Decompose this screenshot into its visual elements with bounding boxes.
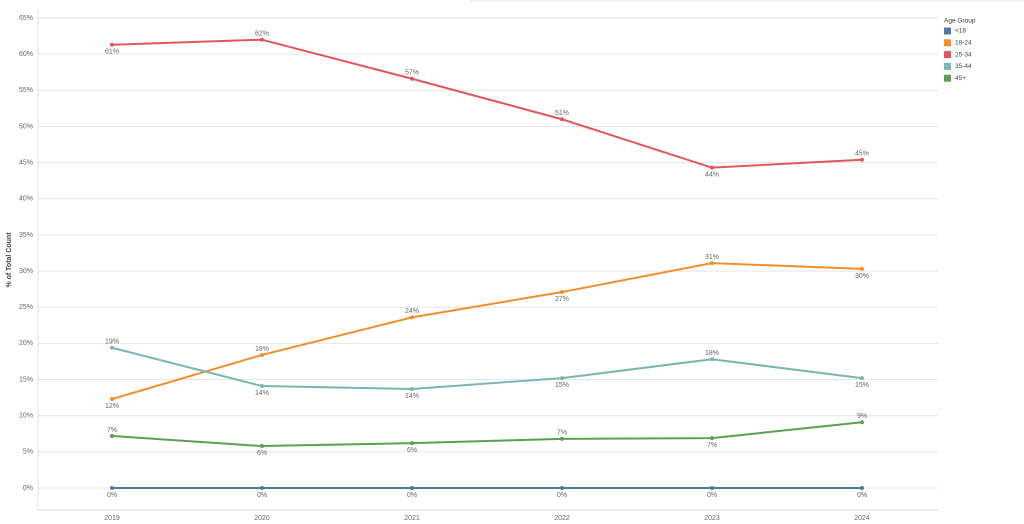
series-line: [111, 262, 863, 401]
data-label: 31%: [705, 254, 719, 261]
data-point: [860, 157, 864, 162]
data-label: 61%: [105, 49, 119, 56]
data-label: 9%: [857, 413, 867, 420]
data-label: 15%: [555, 382, 569, 389]
series-line: [111, 346, 863, 390]
data-label: 0%: [707, 492, 717, 499]
data-point: [710, 486, 714, 490]
x-tick-label: 2023: [704, 515, 720, 522]
data-label: 14%: [405, 393, 419, 400]
data-point: [710, 165, 714, 170]
data-label: 62%: [255, 31, 269, 38]
legend-label: <18: [955, 28, 966, 35]
data-label: 19%: [105, 339, 119, 346]
data-label: 0%: [857, 492, 867, 499]
data-label: 30%: [855, 273, 869, 280]
data-point: [110, 42, 114, 47]
data-point: [410, 441, 414, 446]
y-tick-label: 50%: [19, 123, 33, 130]
y-tick-label: 60%: [19, 51, 33, 58]
y-tick-label: 55%: [19, 87, 33, 94]
data-point: [260, 384, 264, 389]
legend-label: 25-34: [955, 51, 972, 58]
x-tick-label: 2022: [554, 515, 570, 522]
data-point: [260, 352, 264, 357]
data-label: 15%: [855, 382, 869, 389]
legend-swatch: [944, 51, 951, 59]
data-point: [260, 37, 264, 42]
data-label: 24%: [405, 308, 419, 315]
y-tick-label: 5%: [23, 449, 33, 456]
legend-title: Age Group: [944, 18, 976, 25]
data-label: 0%: [257, 492, 267, 499]
data-label: 7%: [557, 430, 567, 437]
y-tick-label: 20%: [19, 340, 33, 347]
data-point: [860, 420, 864, 425]
y-tick-label: 30%: [19, 268, 33, 275]
data-point: [560, 117, 564, 122]
y-axis-title: % of Total Count: [6, 232, 13, 288]
data-label: 7%: [707, 442, 717, 449]
data-point: [710, 261, 714, 266]
data-point: [860, 266, 864, 271]
series-line: [111, 421, 863, 448]
data-point: [410, 486, 414, 490]
data-point: [710, 436, 714, 441]
data-label: 51%: [555, 110, 569, 117]
data-label: 6%: [407, 447, 417, 454]
x-tick-label: 2020: [254, 515, 270, 522]
data-point: [110, 433, 114, 438]
data-point: [560, 486, 564, 490]
y-tick-label: 10%: [19, 413, 33, 420]
y-tick-label: 0%: [23, 485, 33, 492]
legend-label: 45+: [955, 75, 966, 82]
x-tick-label: 2019: [104, 515, 120, 522]
legend-swatch: [944, 62, 951, 70]
data-label: 18%: [705, 350, 719, 357]
data-label: 7%: [107, 427, 117, 434]
data-label: 57%: [405, 70, 419, 77]
data-point: [560, 436, 564, 441]
data-label: 0%: [557, 492, 567, 499]
data-point: [110, 397, 114, 402]
data-point: [410, 315, 414, 320]
y-tick-label: 25%: [19, 304, 33, 311]
x-tick-label: 2024: [854, 515, 870, 522]
y-tick-label: 15%: [19, 376, 33, 383]
y-tick-label: 40%: [19, 196, 33, 203]
y-tick-label: 65%: [19, 15, 33, 22]
legend-swatch: [944, 39, 951, 47]
data-point: [560, 376, 564, 381]
data-label: 0%: [407, 492, 417, 499]
data-point: [110, 486, 114, 490]
series-line: [111, 38, 863, 169]
y-tick-label: 35%: [19, 232, 33, 239]
legend-label: 35-44: [955, 63, 972, 70]
data-point: [260, 486, 264, 490]
x-tick-label: 2021: [404, 515, 420, 522]
data-point: [710, 357, 714, 362]
data-point: [410, 76, 414, 81]
legend-label: 18-24: [955, 40, 972, 47]
data-label: 18%: [255, 346, 269, 353]
data-label: 27%: [555, 296, 569, 303]
data-label: 6%: [257, 450, 267, 457]
y-tick-label: 45%: [19, 159, 33, 166]
data-point: [110, 345, 114, 350]
data-point: [260, 444, 264, 449]
data-label: 14%: [255, 390, 269, 397]
data-point: [560, 290, 564, 295]
legend-swatch: [944, 74, 951, 82]
data-label: 45%: [855, 151, 869, 158]
data-point: [860, 486, 864, 490]
legend-swatch: [944, 27, 951, 35]
data-label: 12%: [105, 403, 119, 410]
data-label: 0%: [107, 492, 117, 499]
data-point: [860, 376, 864, 381]
data-point: [410, 386, 414, 391]
data-label: 44%: [705, 172, 719, 179]
